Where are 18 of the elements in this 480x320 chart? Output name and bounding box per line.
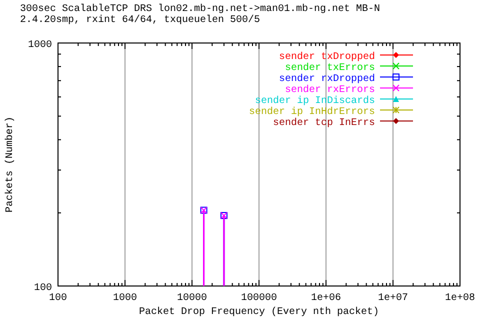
legend-label: sender txDropped: [278, 51, 375, 63]
x-tick-label: 1000: [112, 293, 138, 304]
x-tick-label: 1e+08: [444, 293, 476, 304]
x-axis-title: Packet Drop Frequency (Every nth packet): [138, 306, 380, 318]
legend-label: sender rxDropped: [278, 73, 375, 85]
legend-label: sender txErrors: [284, 62, 375, 74]
legend-label: sender ip InDiscards: [254, 95, 375, 107]
x-tick-label: 10000: [176, 293, 208, 304]
x-tick-label: 1e+07: [378, 293, 408, 304]
legend-label: sender tcp InErrs: [272, 117, 375, 129]
x-tick-label: 100: [48, 293, 68, 304]
chart-title: 300sec ScalableTCP DRS lon02.mb-ng.net->man01.mb-ng.net MB-N: [20, 3, 380, 15]
y-axis-title: Packets (Number): [4, 116, 16, 213]
x-tick-label: 100000: [240, 293, 278, 304]
legend-label: sender ip InHdrErrors: [248, 106, 375, 118]
x-tick-label: 1e+06: [310, 293, 342, 304]
chart-subtitle: 2.4.20smp, rxint 64/64, txqueuelen 500/5: [20, 14, 260, 26]
legend-label: sender rxErrors: [284, 84, 375, 96]
